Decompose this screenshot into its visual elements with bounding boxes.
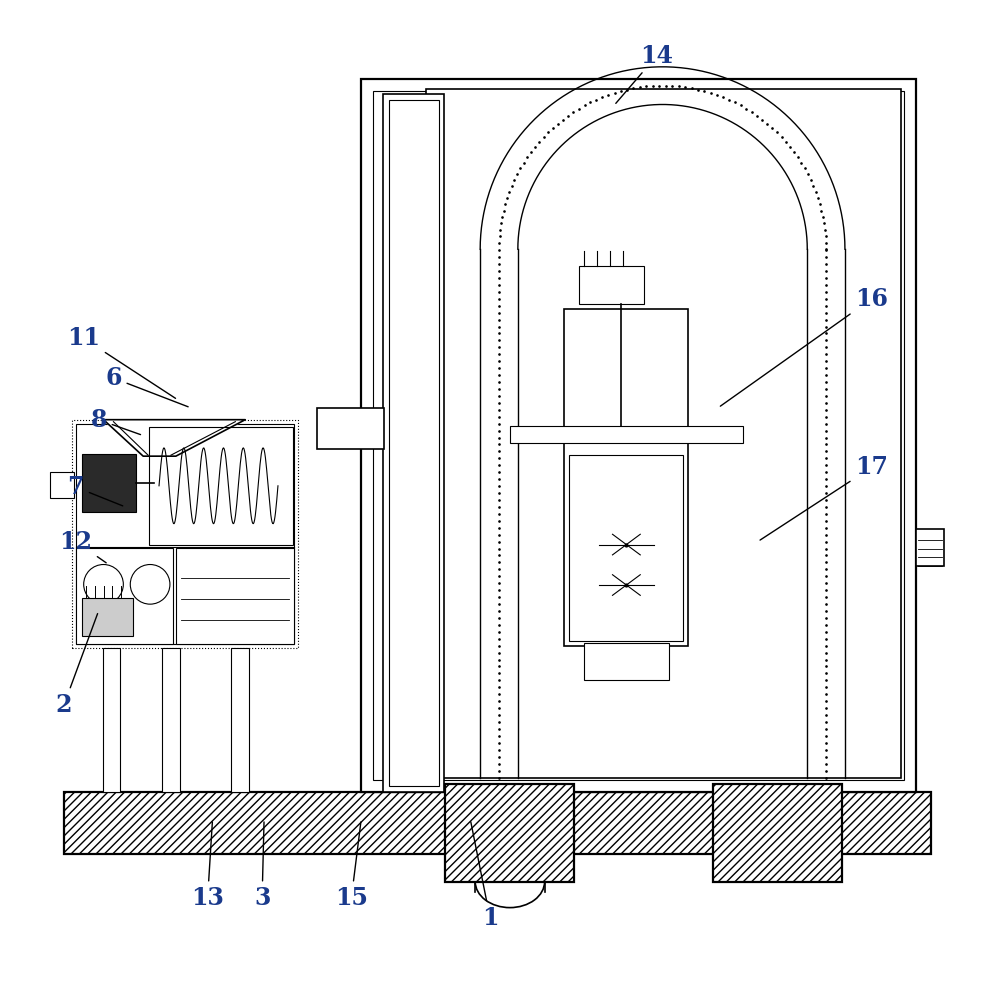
Text: 11: 11 xyxy=(67,326,176,399)
Text: 17: 17 xyxy=(760,455,888,540)
Bar xyxy=(317,408,384,449)
Bar xyxy=(564,309,688,646)
Bar xyxy=(373,90,904,780)
Bar xyxy=(445,784,574,882)
Bar xyxy=(103,648,120,792)
Text: 15: 15 xyxy=(335,822,368,911)
Bar xyxy=(82,454,136,512)
Text: 3: 3 xyxy=(254,822,270,911)
Text: 6: 6 xyxy=(105,366,188,407)
Polygon shape xyxy=(104,419,245,456)
Bar xyxy=(510,425,743,443)
Bar xyxy=(149,426,293,545)
Bar xyxy=(64,792,931,854)
Bar xyxy=(50,471,74,498)
Bar xyxy=(426,88,901,777)
Bar xyxy=(584,643,669,680)
Bar xyxy=(579,266,644,304)
Text: 8: 8 xyxy=(90,408,141,434)
Bar xyxy=(72,419,298,648)
Bar xyxy=(76,548,173,644)
Bar xyxy=(176,548,294,644)
Bar xyxy=(76,423,294,644)
Bar xyxy=(713,784,842,882)
Text: 2: 2 xyxy=(56,613,98,717)
Bar xyxy=(916,529,944,567)
Text: 12: 12 xyxy=(59,530,106,563)
Bar xyxy=(162,648,180,792)
Text: 13: 13 xyxy=(191,822,224,911)
Bar xyxy=(389,99,439,786)
Text: 7: 7 xyxy=(68,475,123,506)
Bar xyxy=(569,455,683,641)
Bar xyxy=(231,648,249,792)
Bar xyxy=(82,598,133,636)
Text: 16: 16 xyxy=(720,286,888,407)
Bar xyxy=(361,79,916,792)
Text: 14: 14 xyxy=(616,44,673,103)
Bar xyxy=(383,93,444,792)
Text: 1: 1 xyxy=(471,822,498,930)
